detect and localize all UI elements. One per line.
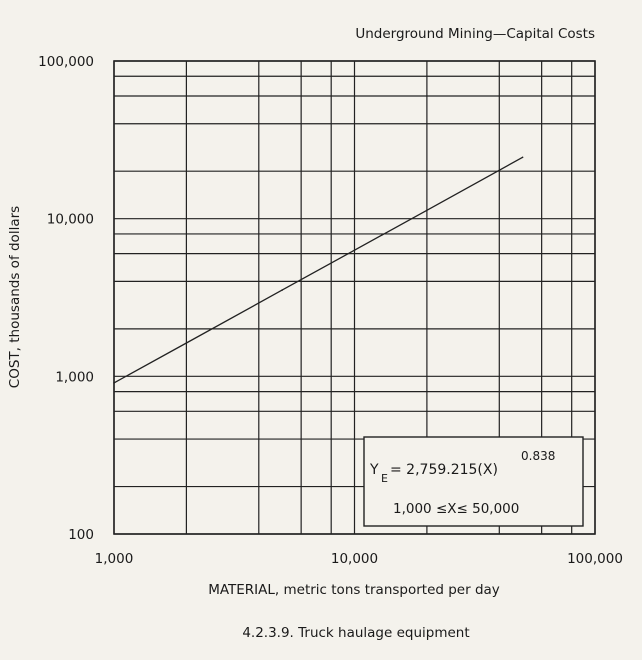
equation-exponent: 0.838	[521, 449, 555, 463]
x-tick-label: 10,000	[331, 551, 378, 567]
series-point	[426, 209, 428, 212]
series-points	[113, 156, 524, 384]
series-point	[185, 342, 188, 344]
equation-box	[363, 436, 584, 527]
y-tick-labels: 100 1,000 10,000 100,000	[38, 54, 94, 543]
x-axis-label: MATERIAL, metric tons transported per da…	[208, 582, 500, 598]
equation-rhs: = 2,759.215(X)	[390, 462, 498, 478]
series-point	[113, 382, 115, 384]
x-tick-label: 1,000	[95, 551, 134, 567]
y-axis-label: COST, thousands of dollars	[7, 206, 23, 388]
equation-y-symbol: Y	[369, 462, 379, 478]
x-tick-labels: 1,000 10,000 100,000	[95, 551, 623, 567]
series-line	[113, 156, 523, 384]
y-tick-label: 100,000	[38, 54, 94, 70]
series-point	[521, 156, 524, 159]
equation-range: 1,000 ≤X≤ 50,000	[393, 501, 519, 517]
equation-annotation: Y E = 2,759.215(X) 0.838 1,000 ≤X≤ 50,00…	[363, 436, 584, 527]
plot-frame	[113, 60, 596, 535]
figure-caption: 4.2.3.9. Truck haulage equipment	[242, 625, 469, 641]
y-tick-label: 1,000	[55, 369, 94, 385]
y-tick-label: 100	[68, 527, 94, 543]
y-tick-label: 10,000	[47, 212, 94, 228]
equation-y-subscript: E	[381, 472, 388, 485]
series-point	[353, 249, 356, 251]
series-point	[281, 289, 283, 291]
chart-title: Underground Mining—Capital Costs	[355, 26, 595, 42]
x-tick-label: 100,000	[567, 551, 623, 567]
